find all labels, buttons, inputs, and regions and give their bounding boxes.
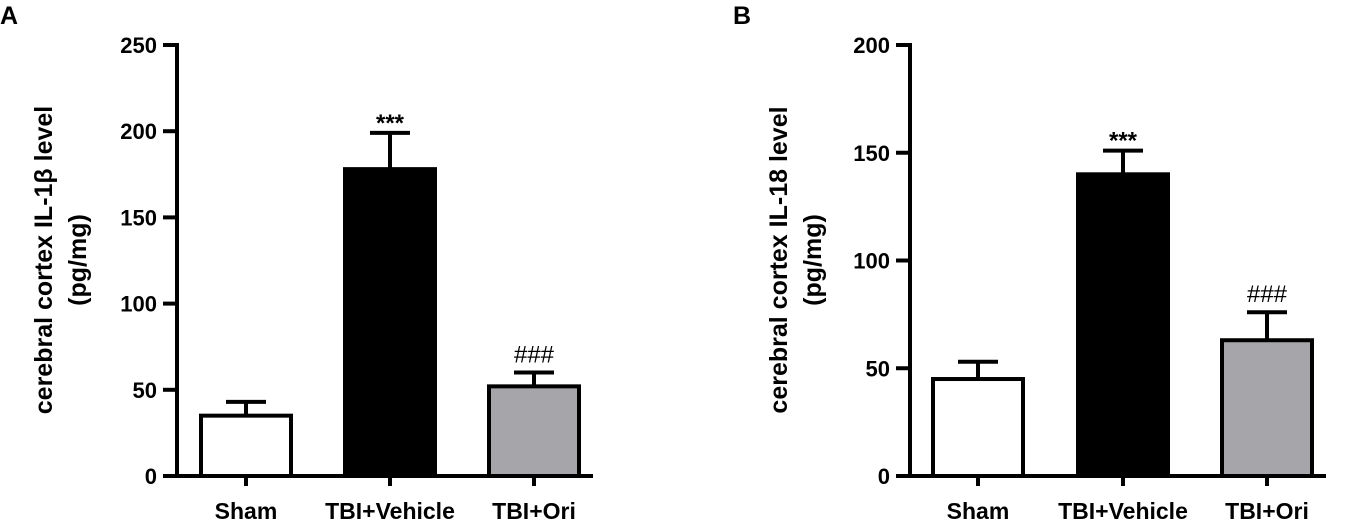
y-tick-label-b-1: 50 [866, 356, 890, 381]
significance-label-a-2: *** [376, 110, 405, 137]
y-tick-label-a-2: 100 [120, 292, 157, 317]
panel-letter-a: A [0, 2, 18, 30]
y-tick-label-a-3: 150 [120, 205, 157, 230]
x-tick-label-b-1: Sham [947, 498, 1010, 524]
y-axis-label-a-line2: (pg/mg) [64, 214, 92, 306]
y-tick-label-b-3: 150 [853, 141, 890, 166]
plot-area-b: Sham *** TBI+Vehicle ### TBI+Ori 0 50 100 150 200 [853, 33, 1326, 524]
y-tick-label-a-1: 50 [133, 378, 157, 403]
x-tick-label-a-1: Sham [215, 498, 278, 524]
y-axis-label-a-line1: cerebral cortex IL-1β level [30, 106, 58, 414]
y-tick-label-b-4: 200 [853, 33, 890, 58]
bar-a-1 [199, 413, 293, 479]
panel-a: A cerebral cortex IL-1β level (pg/mg) Sh… [0, 2, 593, 524]
bar-a-3 [487, 384, 581, 478]
y-tick-label-a-0: 0 [145, 464, 157, 489]
y-axis-label-b-line1: cerebral cortex IL-18 level [765, 106, 793, 413]
x-tick-label-b-2: TBI+Vehicle [1058, 498, 1188, 524]
y-axis-label-b-line2: (pg/mg) [799, 214, 827, 306]
significance-label-b-3: ### [1247, 281, 1288, 308]
significance-label-b-2: *** [1109, 128, 1138, 155]
y-tick-label-b-0: 0 [878, 464, 890, 489]
panel-letter-b: B [733, 2, 751, 30]
panel-b: B cerebral cortex IL-18 level (pg/mg) Sh… [733, 2, 1326, 524]
bar-b-1 [931, 377, 1025, 478]
y-tick-label-a-4: 200 [120, 119, 157, 144]
x-tick-label-a-2: TBI+Vehicle [325, 498, 455, 524]
bar-a-2 [343, 167, 437, 479]
plot-area-a: Sham *** TBI+Vehicle ### TBI+Ori 0 50 100 150 200… [120, 33, 593, 524]
y-tick-label-b-2: 100 [853, 249, 890, 274]
significance-label-a-3: ### [514, 342, 555, 369]
x-tick-label-a-3: TBI+Ori [492, 498, 576, 524]
x-tick-label-b-3: TBI+Ori [1225, 498, 1309, 524]
y-tick-label-a-5: 250 [120, 33, 157, 58]
bar-b-3 [1220, 338, 1314, 478]
bar-b-2 [1076, 172, 1170, 479]
